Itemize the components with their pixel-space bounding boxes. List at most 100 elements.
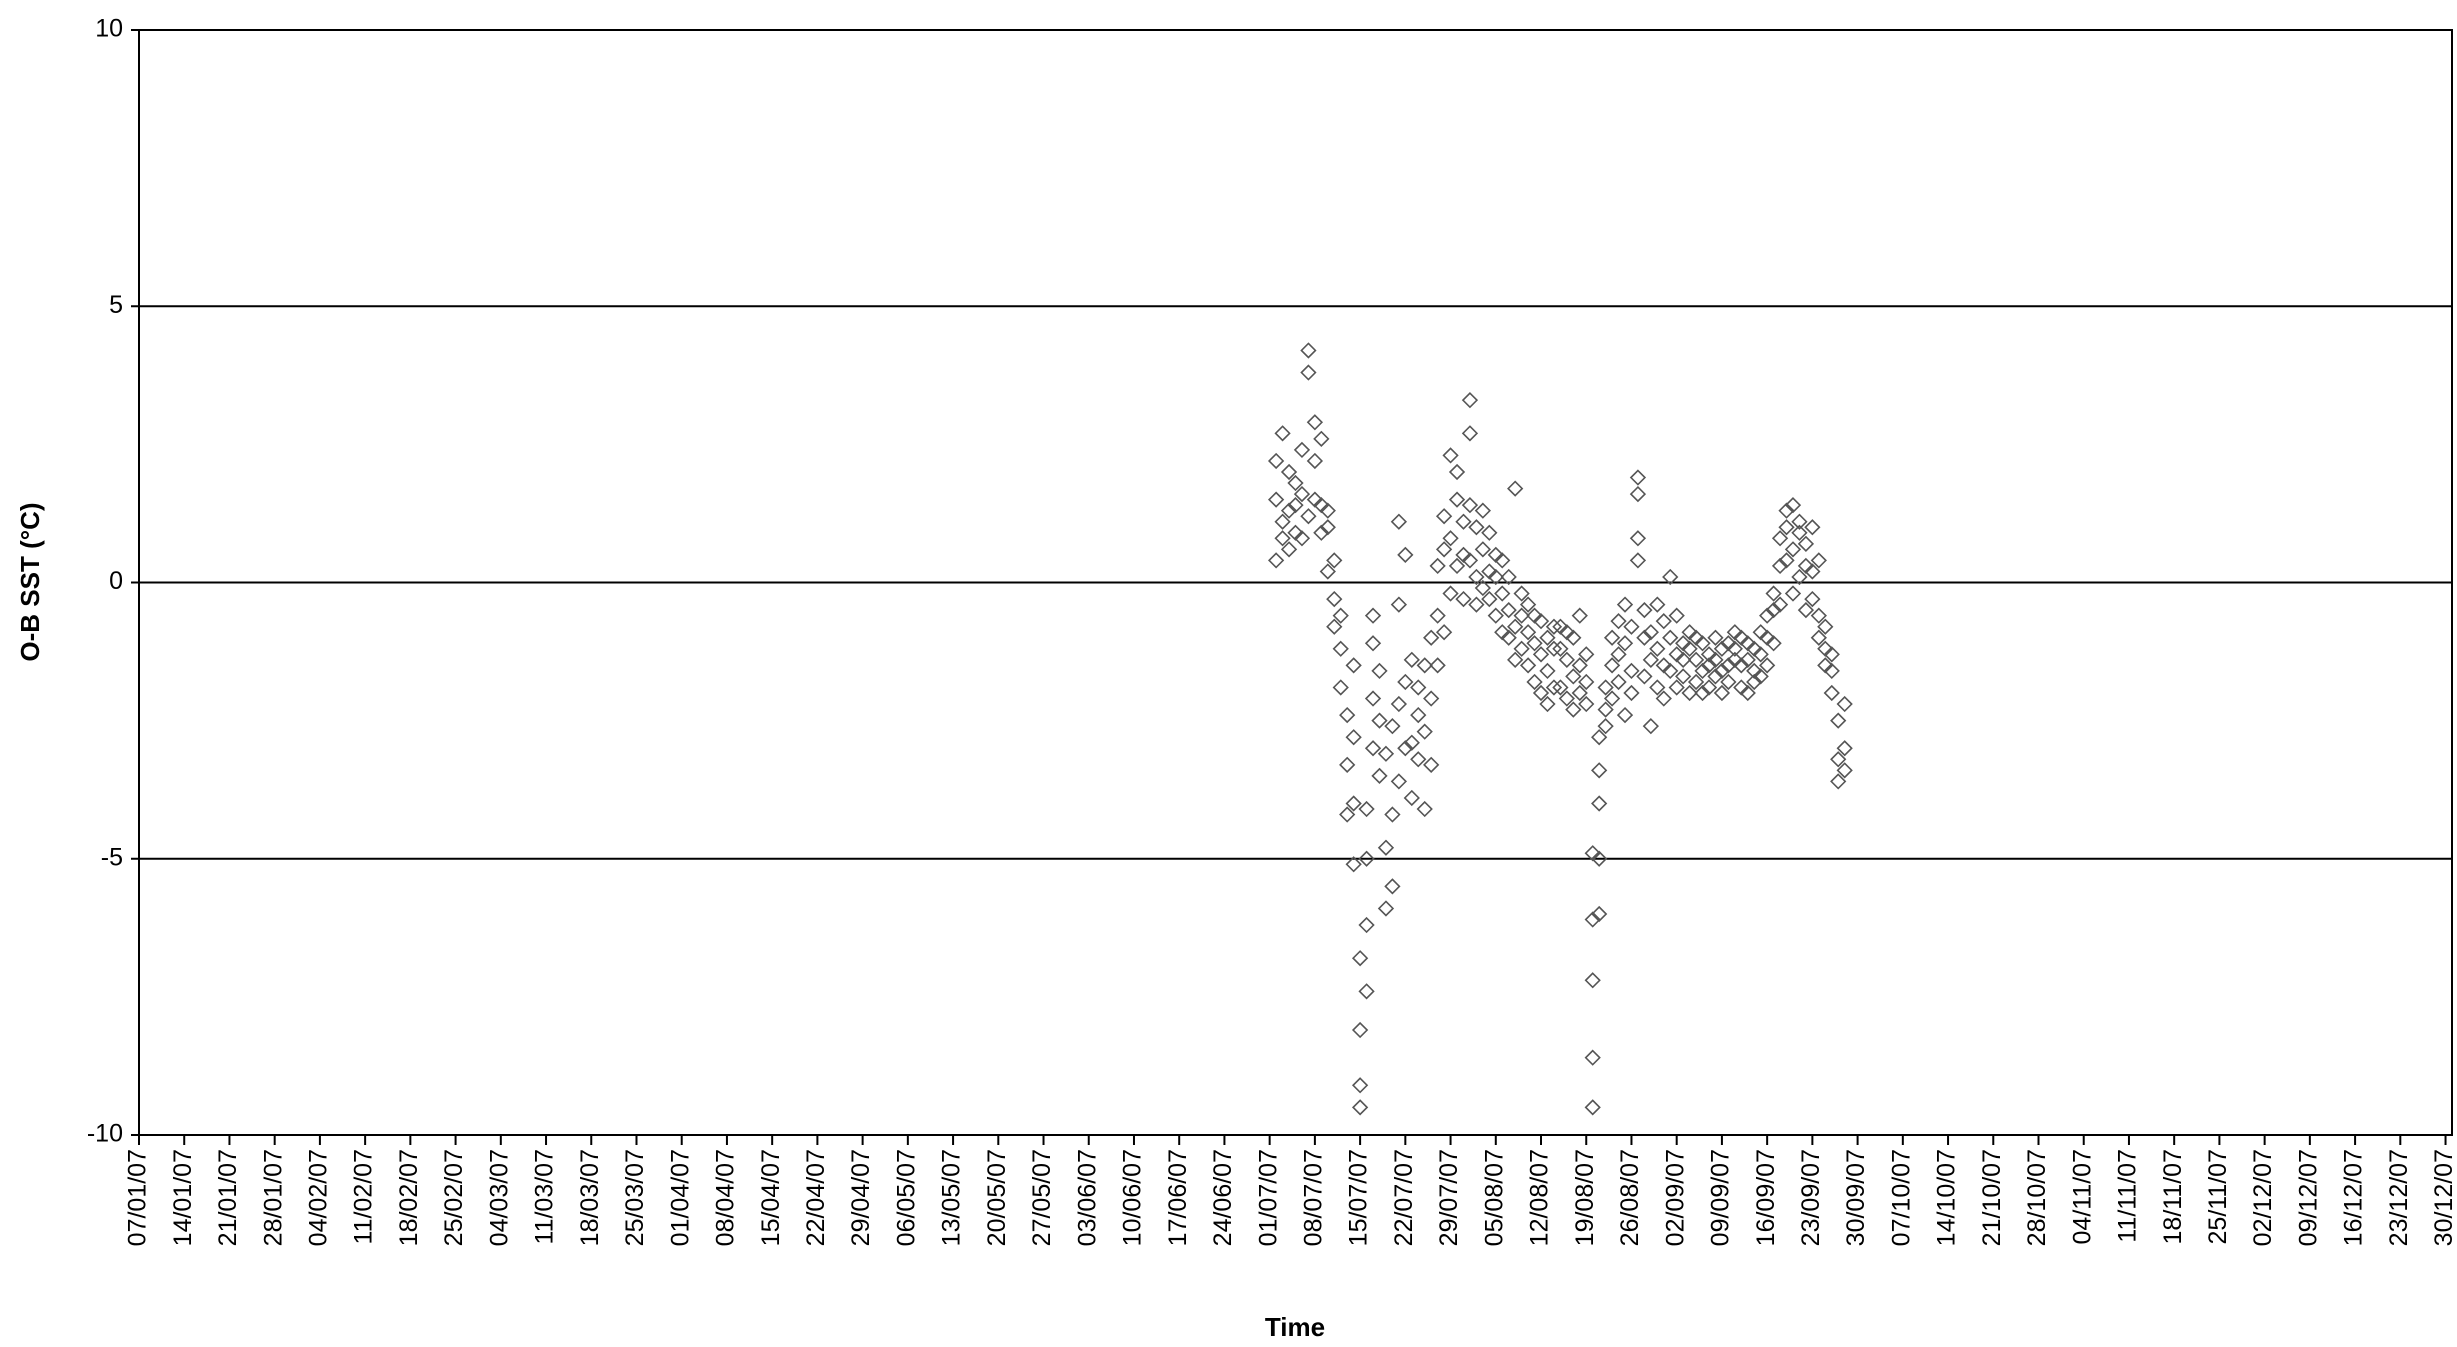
data-point [1429, 607, 1446, 624]
data-point [1578, 695, 1595, 713]
data-point [1507, 651, 1524, 668]
data-point [1377, 900, 1395, 917]
data-point [1687, 651, 1705, 668]
data-point [1481, 590, 1498, 608]
data-point [1700, 657, 1718, 674]
data-point [1713, 640, 1731, 657]
data-point [1694, 635, 1711, 652]
data-point [1578, 673, 1595, 691]
data-point [1410, 706, 1427, 724]
x-tick-label: 25/02/07 [440, 1149, 468, 1246]
data-point [1597, 679, 1614, 696]
x-tick-label: 14/10/07 [1933, 1149, 1961, 1246]
x-tick-label: 06/05/07 [892, 1149, 920, 1246]
data-point [1791, 568, 1808, 586]
data-point [1668, 607, 1685, 624]
data-point [1565, 668, 1582, 685]
data-point [1655, 690, 1672, 707]
data-point [1351, 1099, 1369, 1116]
x-tick-label: 26/08/07 [1616, 1149, 1644, 1246]
x-tick-label: 11/02/07 [350, 1149, 378, 1244]
data-point [1771, 530, 1789, 547]
data-point [1668, 679, 1685, 696]
data-point [1700, 679, 1718, 696]
data-point [1623, 684, 1640, 702]
data-point [1817, 618, 1834, 635]
data-point [1558, 651, 1575, 668]
data-point [1429, 657, 1446, 674]
data-point [1746, 673, 1763, 691]
plot-frame [138, 29, 2453, 1136]
data-point [1597, 718, 1614, 735]
data-point [1662, 568, 1679, 586]
data-point [1364, 740, 1382, 757]
data-point [1765, 601, 1782, 619]
data-point [1481, 524, 1498, 541]
data-point [1539, 629, 1556, 646]
data-point [1351, 1077, 1369, 1094]
x-tick-label: 04/03/07 [485, 1149, 513, 1246]
data-point [1759, 657, 1776, 674]
x-tick-label: 10/06/07 [1119, 1149, 1147, 1246]
data-point [1597, 701, 1614, 718]
data-point [1681, 640, 1698, 657]
data-point [1423, 690, 1440, 707]
data-point [1687, 673, 1705, 691]
data-point [1629, 552, 1647, 569]
data-point [1571, 684, 1588, 702]
data-point [1313, 524, 1330, 541]
x-tick-label: 23/09/07 [1797, 1149, 1825, 1246]
data-point [1545, 618, 1563, 635]
data-point [1280, 502, 1298, 519]
data-point [1358, 850, 1375, 867]
data-point [1474, 541, 1492, 558]
data-point [1371, 712, 1388, 729]
data-point [1332, 679, 1349, 696]
data-point [1300, 364, 1317, 381]
data-point [1390, 596, 1408, 613]
data-point [1280, 463, 1298, 481]
data-point [1461, 552, 1479, 569]
data-point [1519, 596, 1537, 613]
data-point [1468, 596, 1485, 613]
data-point [1616, 706, 1634, 724]
x-tick-label: 28/10/07 [2023, 1149, 2051, 1246]
data-point [1797, 535, 1815, 552]
data-point [1675, 651, 1692, 668]
data-point [1435, 624, 1453, 641]
data-point [1830, 712, 1847, 729]
x-tick-label: 30/12/07 [2430, 1149, 2457, 1246]
x-tick-label: 03/06/07 [1073, 1149, 1101, 1246]
data-point [1519, 657, 1537, 674]
data-point [1287, 497, 1304, 514]
data-point [1797, 601, 1815, 619]
data-point [1558, 690, 1575, 707]
data-point [1326, 552, 1343, 569]
data-point [1616, 635, 1634, 652]
x-tick-label: 18/11/07 [2159, 1149, 2187, 1244]
data-point [1306, 414, 1324, 431]
data-point [1571, 607, 1588, 624]
data-point [1720, 657, 1737, 674]
data-point [1332, 640, 1349, 657]
data-point [1603, 690, 1621, 707]
x-tick-label: 21/10/07 [1978, 1149, 2006, 1246]
data-point [1707, 668, 1724, 685]
x-tick-label: 08/07/07 [1299, 1149, 1327, 1246]
data-point [1468, 568, 1485, 586]
data-point [1416, 800, 1433, 818]
data-point [1629, 485, 1647, 503]
data-point [1836, 762, 1853, 779]
data-point [1591, 850, 1608, 867]
data-point [1364, 690, 1382, 707]
x-tick-label: 11/11/07 [2114, 1149, 2142, 1243]
data-point [1739, 684, 1756, 702]
x-tick-label: 23/12/07 [2385, 1149, 2413, 1246]
data-point [1267, 491, 1285, 508]
data-point [1358, 916, 1375, 934]
data-point [1804, 590, 1821, 608]
data-point [1326, 618, 1343, 635]
data-point [1494, 552, 1511, 569]
data-point [1694, 662, 1711, 680]
data-point [1578, 646, 1595, 663]
